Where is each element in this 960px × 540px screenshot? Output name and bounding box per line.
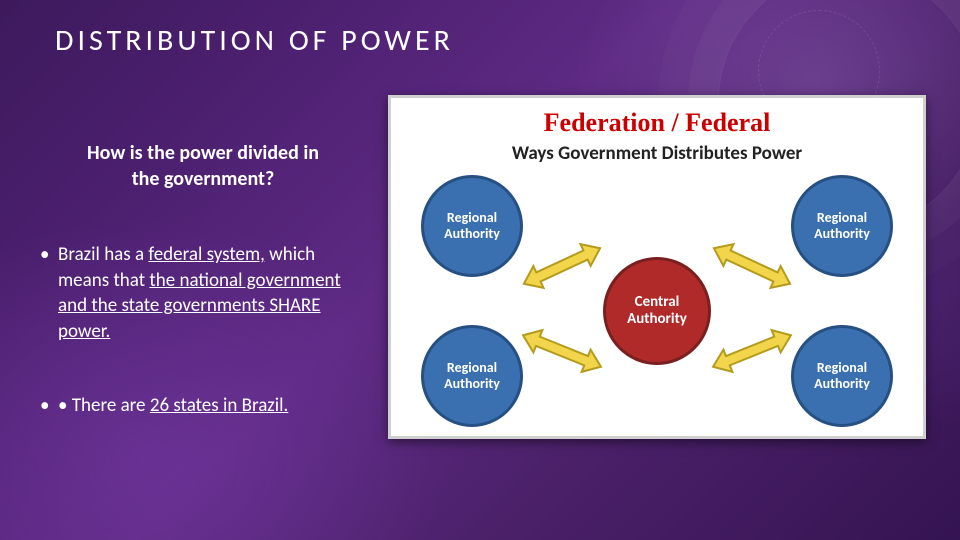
arrow-tl [519,237,605,294]
question-line2: the government? [132,167,275,191]
diagram-subtitle: Ways Government Distributes Power [391,142,923,165]
bullet-1: Brazil has a federal system, which means… [38,242,368,345]
arrow-br [709,324,796,378]
page-title: DISTRIBUTION OF POWER [55,22,454,59]
regional-node-br: Regional Authority [791,325,893,427]
left-column: How is the power divided in the governme… [38,140,368,466]
regional-tl-l1: Regional [447,209,497,226]
regional-node-tl: Regional Authority [421,175,523,277]
regional-br-l2: Authority [814,375,870,392]
central-node: Central Authority [603,257,711,365]
question-line1: How is the power divided in [87,141,319,165]
central-l2: Authority [627,310,687,328]
arrow-bl [519,324,606,378]
diagram-canvas: Central Authority Regional Authority Reg… [402,171,912,427]
bullet-list: Brazil has a federal system, which means… [38,242,368,418]
central-l1: Central [635,293,680,311]
regional-bl-l2: Authority [444,375,500,392]
b1-u1: federal system, [148,243,264,266]
bullet-2: • There are 26 states in Brazil. [38,393,368,419]
b1-pre: Brazil has a [58,243,148,266]
b2-pre: • There are [58,394,150,417]
regional-node-bl: Regional Authority [421,325,523,427]
regional-bl-l1: Regional [447,359,497,376]
diagram-title: Federation / Federal [391,108,923,138]
regional-node-tr: Regional Authority [791,175,893,277]
regional-tr-l1: Regional [817,209,867,226]
regional-tr-l2: Authority [814,225,870,242]
slide: DISTRIBUTION OF POWER How is the power d… [0,0,960,540]
question-text: How is the power divided in the governme… [38,140,368,192]
regional-br-l1: Regional [817,359,867,376]
diagram-panel: Federation / Federal Ways Government Dis… [388,95,926,439]
regional-tl-l2: Authority [444,225,500,242]
b2-u1: 26 states in Brazil. [150,394,289,417]
arrow-tr [709,237,795,294]
